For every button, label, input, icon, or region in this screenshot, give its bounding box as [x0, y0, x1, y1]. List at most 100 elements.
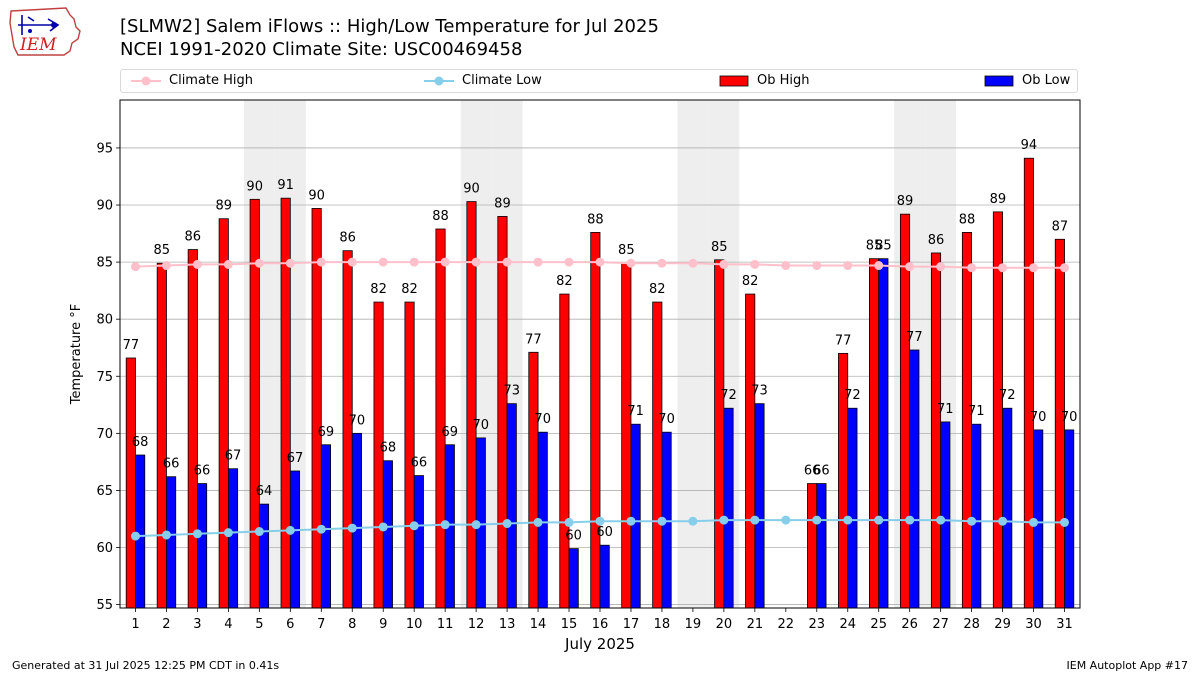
y-tick-label: 90: [96, 199, 113, 214]
climate-high-point: [595, 257, 605, 267]
ob-high-data-label: 89: [494, 196, 511, 211]
ob-low-data-label: 70: [473, 418, 490, 433]
climate-low-point: [378, 522, 388, 532]
climate-low-point: [223, 528, 233, 538]
climate-low-point: [750, 515, 760, 525]
ob-low-data-label: 77: [906, 330, 923, 345]
x-tick-label: 30: [1025, 617, 1042, 632]
y-tick-label: 75: [96, 370, 113, 385]
x-tick-label: 9: [379, 617, 387, 632]
ob-low-data-label: 66: [194, 464, 211, 479]
ob-high-data-label: 82: [742, 274, 759, 289]
iem-logo: IEM: [9, 7, 81, 56]
ob-high-data-label: 77: [835, 333, 852, 348]
weekend-shade: [677, 100, 709, 608]
ob-low-data-label: 68: [380, 441, 397, 456]
climate-high-point: [688, 258, 698, 268]
climate-low-point: [719, 515, 729, 525]
climate-low-point: [533, 517, 543, 527]
x-tick-label: 17: [623, 617, 640, 632]
climate-high-point: [1060, 263, 1070, 273]
climate-high-point: [936, 262, 946, 272]
climate-high-point: [533, 257, 543, 267]
ob-low-data-label: 70: [349, 413, 366, 428]
climate-high-point: [843, 261, 853, 271]
x-tick-label: 5: [255, 617, 263, 632]
x-tick-label: 24: [839, 617, 856, 632]
ob-low-bar: [1002, 407, 1013, 609]
climate-high-point: [1029, 263, 1039, 273]
ob-low-bar: [878, 258, 889, 609]
ob-high-data-label: 90: [463, 182, 480, 197]
x-tick-label: 28: [963, 617, 980, 632]
climate-high-point: [874, 261, 884, 271]
climate-high-point: [998, 263, 1008, 273]
ob-high-bar: [528, 351, 539, 609]
climate-high-point: [750, 259, 760, 269]
ob-low-bar: [568, 548, 579, 609]
ob-high-bar: [714, 259, 725, 609]
ob-high-bar: [899, 213, 911, 609]
ob-low-data-label: 68: [132, 435, 149, 450]
ob-high-bar: [187, 249, 198, 609]
climate-high-point: [161, 261, 171, 271]
x-tick-label: 31: [1056, 617, 1073, 632]
ob-low-bar: [258, 503, 270, 609]
climate-low-point: [688, 516, 698, 526]
ob-high-data-label: 82: [649, 282, 666, 297]
ob-low-data-label: 67: [287, 451, 304, 466]
x-tick-label: 20: [716, 617, 733, 632]
ob-low-bar: [135, 454, 146, 609]
y-tick-label: 65: [96, 484, 113, 499]
ob-low-bar: [847, 407, 858, 609]
climate-high-point: [471, 257, 481, 267]
y-tick-label: 85: [96, 256, 113, 271]
ob-low-data-label: 71: [968, 404, 985, 419]
iem-logo-text: IEM: [19, 35, 57, 55]
ob-low-data-label: 69: [318, 425, 335, 440]
climate-low-point: [905, 515, 915, 525]
generated-note: Generated at 31 Jul 2025 12:25 PM CDT in…: [12, 659, 280, 672]
climate-low-swatch-icon: [424, 76, 454, 85]
x-tick-label: 4: [224, 617, 232, 632]
ob-high-bar: [497, 216, 508, 609]
ob-low-bar: [909, 349, 920, 609]
ob-low-bar: [197, 483, 208, 609]
x-tick-label: 14: [530, 617, 547, 632]
climate-high-point: [316, 257, 326, 267]
legend-label: Ob Low: [1022, 73, 1071, 88]
ob-high-data-label: 88: [587, 212, 604, 227]
x-tick-label: 8: [348, 617, 356, 632]
climate-low-point: [874, 515, 884, 525]
climate-low-point: [192, 529, 202, 539]
ob-low-bar: [816, 483, 827, 609]
ob-high-bar: [869, 258, 880, 609]
ob-low-data-label: 66: [813, 464, 830, 479]
ob-high-data-label: 86: [339, 231, 356, 246]
ob-high-data-label: 90: [246, 179, 263, 194]
iowa-outline-icon: [9, 7, 81, 56]
climate-low-point: [936, 515, 946, 525]
climate-low-point: [967, 516, 977, 526]
climate-low-point: [564, 517, 574, 527]
climate-low-point: [1060, 517, 1070, 527]
x-tick-label: 2: [162, 617, 170, 632]
ob-low-data-label: 64: [256, 484, 273, 499]
ob-high-bar: [342, 250, 353, 609]
ob-high-data-label: 90: [308, 188, 325, 203]
ob-low-data-label: 70: [1061, 410, 1078, 425]
climate-high-point: [564, 257, 574, 267]
ob-high-swatch-icon: [719, 75, 749, 86]
x-tick-label: 1: [131, 617, 139, 632]
x-tick-label: 15: [561, 617, 578, 632]
x-tick-label: 22: [778, 617, 795, 632]
ob-low-data-label: 70: [1030, 410, 1047, 425]
chart-title: [SLMW2] Salem iFlows :: High/Low Tempera…: [120, 16, 659, 37]
ob-low-bar: [413, 475, 424, 609]
climate-high-point: [502, 257, 512, 267]
climate-low-point: [781, 515, 791, 525]
ob-high-bar: [745, 293, 756, 609]
chart-legend: Climate High Climate Low Ob High Ob Low: [120, 69, 1078, 93]
ob-low-data-label: 73: [503, 384, 520, 399]
ob-high-data-label: 89: [215, 199, 232, 214]
